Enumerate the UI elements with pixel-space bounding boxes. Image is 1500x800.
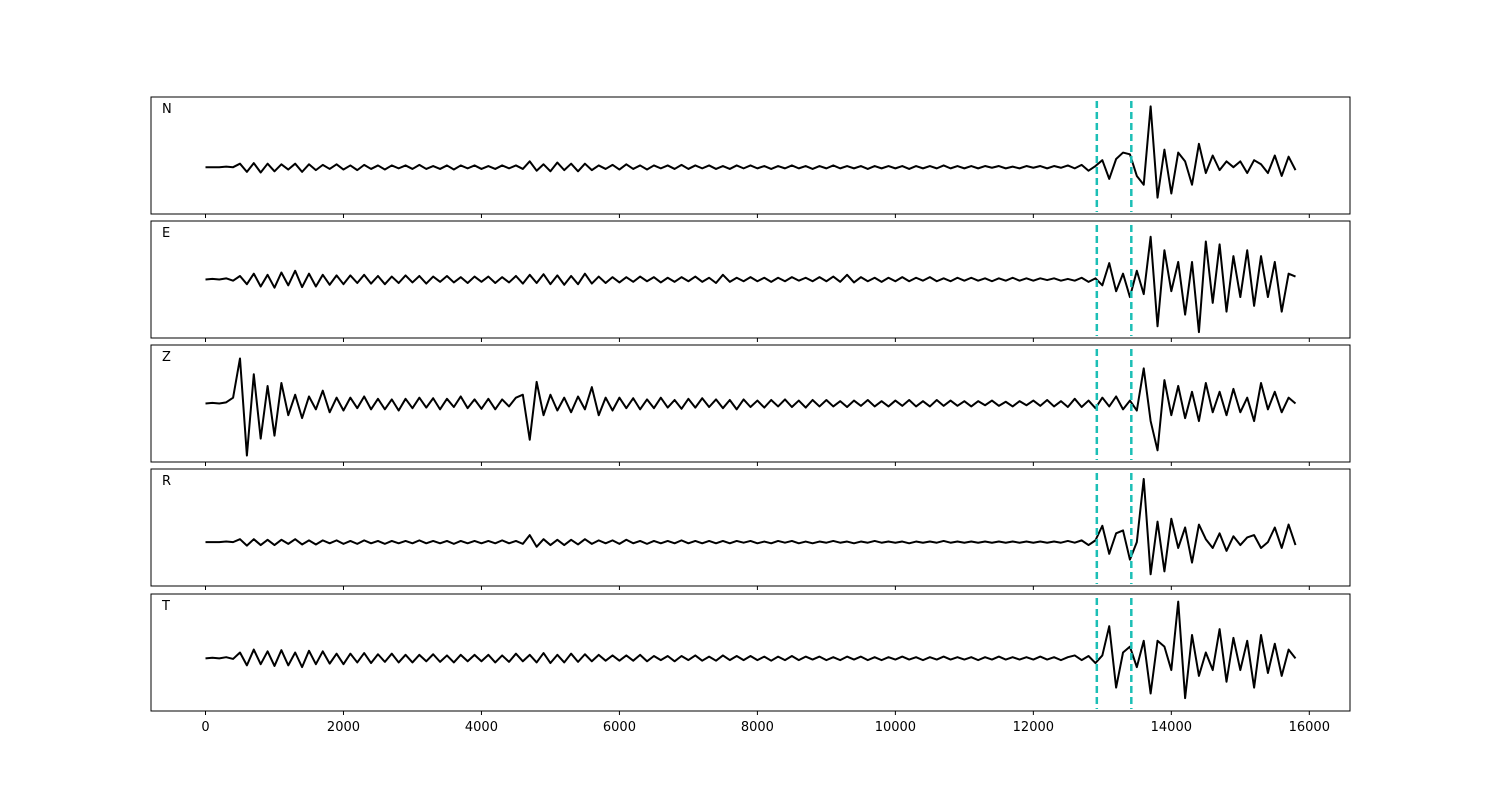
waveform: [205, 105, 1297, 199]
waveform: [205, 357, 1297, 457]
panel-label: T: [161, 599, 170, 614]
waveform: [205, 477, 1297, 576]
x-tick-label: 12000: [1013, 720, 1054, 735]
x-tick-label: 10000: [875, 720, 916, 735]
x-tick-label: 16000: [1289, 720, 1330, 735]
x-tick-label: 2000: [327, 720, 360, 735]
panel-label: E: [162, 226, 170, 241]
waveform: [205, 600, 1297, 700]
x-tick-label: 14000: [1151, 720, 1192, 735]
x-tick-label: 4000: [465, 720, 498, 735]
x-tick-label: 0: [201, 720, 209, 735]
panel-frame: [150, 344, 1351, 463]
waveform: [205, 235, 1296, 334]
x-tick-label: 8000: [741, 720, 774, 735]
panel-label: N: [162, 102, 172, 117]
panel-frame: [150, 96, 1351, 215]
panel-label: Z: [162, 350, 171, 365]
panel-frame: [150, 593, 1351, 712]
panel-label: R: [162, 474, 171, 489]
x-tick-label: 6000: [603, 720, 636, 735]
